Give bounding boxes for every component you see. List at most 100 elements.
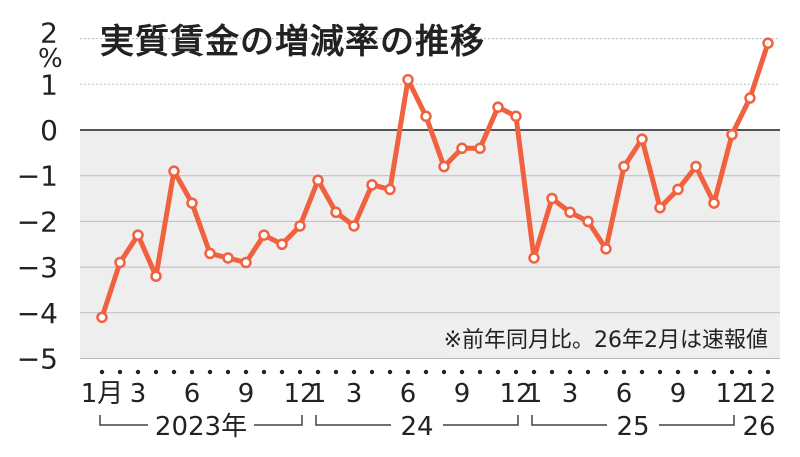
- x-axis-dot: [621, 369, 627, 375]
- x-axis-dot: [513, 369, 519, 375]
- y-tick-label: 2: [40, 17, 58, 50]
- data-point: [474, 142, 486, 155]
- data-point: [600, 243, 612, 255]
- y-tick-label: 0: [40, 114, 58, 147]
- x-axis-dot: [297, 369, 303, 375]
- x-tick-label: 1: [310, 379, 327, 409]
- x-axis-dot: [495, 369, 501, 375]
- x-axis-dot: [549, 369, 555, 375]
- year-bracket: [99, 415, 148, 426]
- year-label: 25: [616, 412, 649, 442]
- x-axis-dot: [207, 369, 213, 375]
- data-point: [618, 160, 630, 173]
- x-axis-dot: [567, 369, 573, 375]
- x-axis-dot: [351, 369, 357, 375]
- x-axis-dot: [531, 369, 537, 375]
- x-axis-dot: [189, 369, 195, 375]
- x-axis-dot: [693, 369, 699, 375]
- x-tick-label: 9: [238, 379, 255, 409]
- data-point: [546, 192, 558, 205]
- x-tick-label: 3: [130, 379, 147, 409]
- x-axis-dot: [117, 369, 123, 375]
- year-bracket: [443, 415, 519, 426]
- x-axis-dot: [603, 369, 609, 375]
- y-tick-label: −2: [17, 205, 58, 238]
- x-axis-dot: [675, 369, 681, 375]
- x-axis-dot: [333, 369, 339, 375]
- data-point: [420, 110, 432, 123]
- x-tick-label: 2: [760, 379, 777, 409]
- x-axis-dot: [315, 369, 321, 375]
- negative-region-shade: [80, 130, 780, 359]
- x-tick-label: 12: [499, 379, 532, 409]
- data-point: [492, 101, 504, 113]
- chart-title: 実質賃金の増減率の推移: [100, 22, 485, 62]
- data-point: [690, 160, 702, 173]
- data-point: [240, 256, 252, 269]
- x-axis-dot: [405, 369, 411, 375]
- data-point: [330, 206, 342, 219]
- data-point: [654, 201, 666, 214]
- year-label: 24: [400, 412, 433, 442]
- x-axis-dot: [747, 369, 753, 375]
- data-point: [258, 229, 270, 241]
- data-point: [726, 128, 738, 141]
- x-tick-label: 1: [526, 379, 543, 409]
- x-axis-dot: [243, 369, 249, 375]
- data-point: [564, 206, 576, 219]
- x-axis-dot: [711, 369, 717, 375]
- data-point: [438, 160, 450, 173]
- x-tick-label: 1月: [81, 379, 124, 409]
- year-label: 2023年: [155, 412, 247, 442]
- year-label: 26: [742, 412, 775, 442]
- x-tick-label: 6: [616, 379, 633, 409]
- chart-note: ※前年同月比。26年2月は速報値: [441, 322, 770, 354]
- x-axis-dot: [225, 369, 231, 375]
- y-axis-unit: %: [38, 44, 63, 74]
- data-point: [762, 37, 774, 49]
- data-point: [708, 197, 720, 209]
- year-bracket: [315, 415, 391, 426]
- data-point: [528, 252, 540, 264]
- x-axis-dot: [459, 369, 465, 375]
- x-axis-dot: [261, 369, 267, 375]
- x-axis-dot: [423, 369, 429, 375]
- data-point: [510, 110, 522, 123]
- x-tick-label: 12: [283, 379, 316, 409]
- data-point: [276, 238, 288, 250]
- x-tick-label: 12: [715, 379, 748, 409]
- x-axis-dot: [639, 369, 645, 375]
- x-axis-dot: [135, 369, 141, 375]
- year-bracket: [254, 415, 303, 426]
- data-point: [186, 197, 198, 209]
- data-point: [456, 142, 468, 155]
- x-tick-label: 9: [670, 379, 687, 409]
- y-tick-label: −3: [17, 251, 58, 284]
- data-point: [96, 311, 108, 324]
- y-tick-label: −5: [17, 343, 58, 376]
- data-point: [384, 183, 396, 196]
- x-axis-dot: [99, 369, 105, 375]
- data-point: [204, 247, 216, 260]
- data-point: [672, 183, 684, 196]
- data-point: [402, 73, 414, 86]
- x-axis-dot: [729, 369, 735, 375]
- data-point: [744, 92, 756, 104]
- x-tick-label: 3: [562, 379, 579, 409]
- x-axis-dot: [369, 369, 375, 375]
- year-bracket: [659, 415, 735, 426]
- data-point: [366, 179, 378, 191]
- data-point: [348, 220, 360, 232]
- x-tick-label: 6: [184, 379, 201, 409]
- x-tick-label: 1: [742, 379, 759, 409]
- x-tick-label: 9: [454, 379, 471, 409]
- data-point: [222, 252, 234, 264]
- data-point: [312, 174, 324, 187]
- x-axis-dot: [171, 369, 177, 375]
- data-point: [132, 229, 144, 241]
- x-tick-label: 3: [346, 379, 363, 409]
- year-bracket: [531, 415, 607, 426]
- data-point: [636, 133, 648, 145]
- y-tick-label: 1: [40, 68, 58, 101]
